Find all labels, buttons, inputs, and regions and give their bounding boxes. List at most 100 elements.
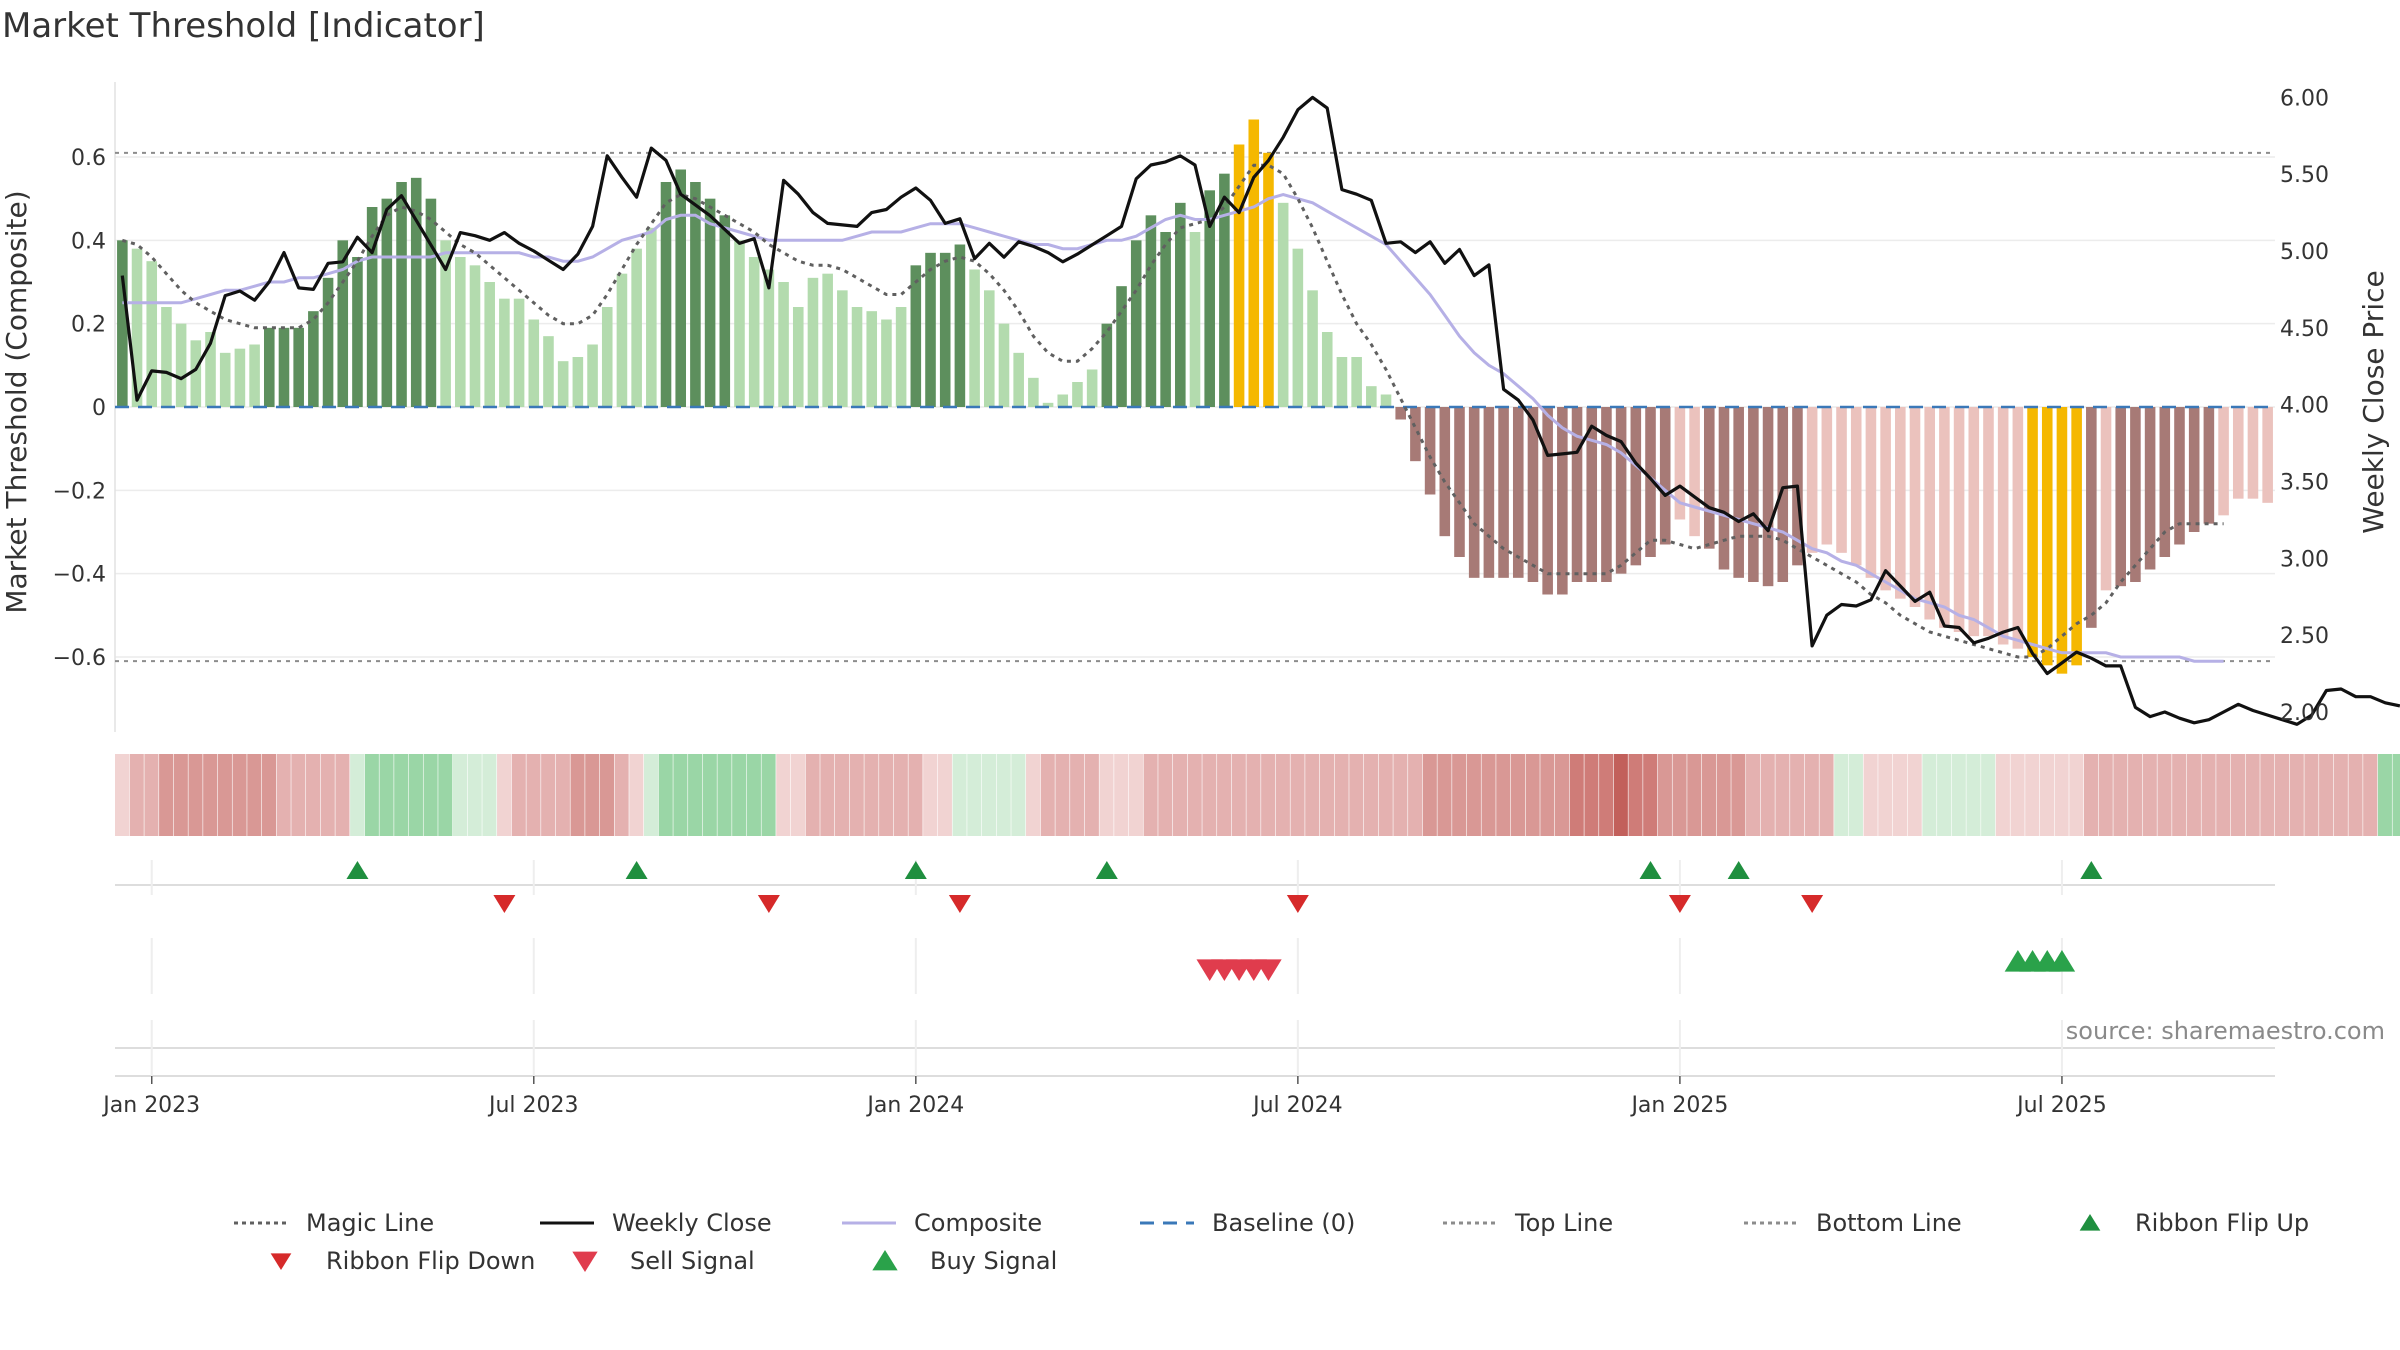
ribbon-cell bbox=[1408, 754, 1423, 836]
ribbon-cell bbox=[1099, 754, 1114, 836]
composite-bar bbox=[1630, 407, 1642, 566]
composite-bar bbox=[616, 273, 628, 407]
signal-rows bbox=[115, 860, 2275, 1077]
y-tick-label: 0.2 bbox=[71, 313, 106, 338]
composite-bar bbox=[1689, 407, 1700, 537]
composite-bar bbox=[660, 182, 672, 407]
composite-bar bbox=[2203, 407, 2215, 524]
legend-swatch bbox=[1140, 1221, 1194, 1225]
composite-bar bbox=[117, 240, 128, 407]
composite-bar bbox=[895, 307, 907, 407]
composite-bar bbox=[1997, 407, 2009, 645]
ribbon-cell bbox=[673, 754, 688, 836]
ribbon-cell bbox=[1628, 754, 1643, 836]
ribbon-cell bbox=[864, 754, 879, 836]
composite-bar bbox=[410, 177, 422, 407]
composite-bar bbox=[1983, 407, 1994, 637]
ribbon-cell bbox=[2201, 754, 2216, 836]
ribbon-cell bbox=[2172, 754, 2187, 836]
ribbon-cell bbox=[761, 754, 776, 836]
legend-swatch bbox=[1443, 1221, 1497, 1225]
composite-bar bbox=[1468, 407, 1480, 578]
composite-bar bbox=[734, 240, 745, 407]
ribbon-cell bbox=[981, 754, 997, 836]
composite-bar bbox=[2130, 407, 2141, 582]
composite-bar bbox=[190, 340, 202, 407]
ribbon-cell bbox=[2348, 754, 2363, 836]
ribbon-cell bbox=[746, 754, 761, 836]
ribbon-cell bbox=[1922, 754, 1937, 836]
composite-bar bbox=[1483, 407, 1495, 578]
composite-bar bbox=[2247, 407, 2259, 499]
ribbon-flip-down-marker bbox=[1668, 895, 1691, 913]
ribbon-cell bbox=[1819, 754, 1834, 836]
legend-label: Magic Line bbox=[306, 1209, 435, 1237]
composite-bar bbox=[1042, 402, 1054, 407]
legend-swatch bbox=[872, 1250, 898, 1271]
legend-label: Sell Signal bbox=[630, 1247, 755, 1275]
composite-bar bbox=[998, 323, 1010, 407]
y-tick-label: 0.6 bbox=[71, 146, 106, 171]
ribbon-flip-down-marker bbox=[1801, 895, 1824, 913]
ribbon-cell bbox=[1055, 754, 1070, 836]
ribbon-cell bbox=[1128, 754, 1143, 836]
composite-bar bbox=[763, 269, 775, 407]
composite-bar bbox=[2086, 407, 2097, 628]
ribbon-cell bbox=[438, 754, 453, 836]
ribbon-cell bbox=[1349, 754, 1364, 836]
ribbon-cell bbox=[849, 754, 864, 836]
composite-bar bbox=[748, 257, 760, 407]
ribbon-cell bbox=[893, 754, 908, 836]
x-tick-label: Jul 2024 bbox=[1251, 1093, 1343, 1118]
ribbon-cell bbox=[1422, 754, 1437, 836]
ribbon-cell bbox=[2128, 754, 2143, 836]
composite-bar bbox=[1968, 407, 1980, 637]
composite-bar bbox=[822, 273, 833, 407]
ribbon-cell bbox=[232, 754, 247, 836]
ribbon-cell bbox=[2275, 754, 2290, 836]
ribbon-cell bbox=[115, 754, 130, 836]
composite-bar bbox=[1615, 407, 1627, 574]
composite-bar bbox=[778, 282, 789, 407]
ribbon-cell bbox=[1804, 754, 1819, 836]
ribbon-cell bbox=[1995, 754, 2010, 836]
composite-bar bbox=[2071, 407, 2082, 666]
ribbon-cell bbox=[2010, 754, 2025, 836]
ribbon-cell bbox=[952, 754, 967, 836]
ribbon-cell bbox=[1319, 754, 1334, 836]
ribbon-cell bbox=[2392, 754, 2400, 836]
composite-bar bbox=[572, 357, 584, 407]
ribbon-cell bbox=[2245, 754, 2260, 836]
y-tick-label: −0.2 bbox=[53, 479, 106, 504]
ribbon-flip-down-marker bbox=[948, 895, 971, 913]
composite-bar bbox=[1013, 352, 1024, 407]
composite-bar bbox=[1145, 215, 1157, 407]
composite-bar bbox=[146, 261, 158, 407]
ribbon-cell bbox=[2230, 754, 2246, 836]
ribbon-cell bbox=[1555, 754, 1570, 836]
composite-bar bbox=[719, 215, 731, 407]
composite-bar bbox=[2232, 407, 2244, 499]
ribbon-flip-up-marker bbox=[346, 861, 369, 879]
ribbon-cell bbox=[1613, 754, 1628, 836]
ribbon-cell bbox=[1892, 754, 1908, 836]
ribbon-cell bbox=[1746, 754, 1761, 836]
composite-bar bbox=[1277, 202, 1289, 407]
ribbon-cell bbox=[1305, 754, 1320, 836]
composite-bar bbox=[1366, 386, 1377, 407]
source-label: source: sharemaestro.com bbox=[2065, 1017, 2385, 1045]
composite-bar bbox=[322, 277, 334, 407]
y2-tick-label: 3.50 bbox=[2280, 471, 2329, 496]
y-tick-label: −0.6 bbox=[53, 646, 106, 671]
ribbon-cell bbox=[1510, 754, 1526, 836]
legend-label: Weekly Close bbox=[612, 1209, 772, 1237]
ribbon-cell bbox=[585, 754, 600, 836]
ribbon-cell bbox=[423, 754, 438, 836]
ribbon-cell bbox=[1158, 754, 1173, 836]
ribbon-cell bbox=[1363, 754, 1379, 836]
composite-bar bbox=[2159, 407, 2171, 557]
composite-bar bbox=[925, 252, 936, 407]
ribbon-cell bbox=[629, 754, 644, 836]
ribbon-cell bbox=[1011, 754, 1026, 836]
ribbon-cell bbox=[923, 754, 938, 836]
